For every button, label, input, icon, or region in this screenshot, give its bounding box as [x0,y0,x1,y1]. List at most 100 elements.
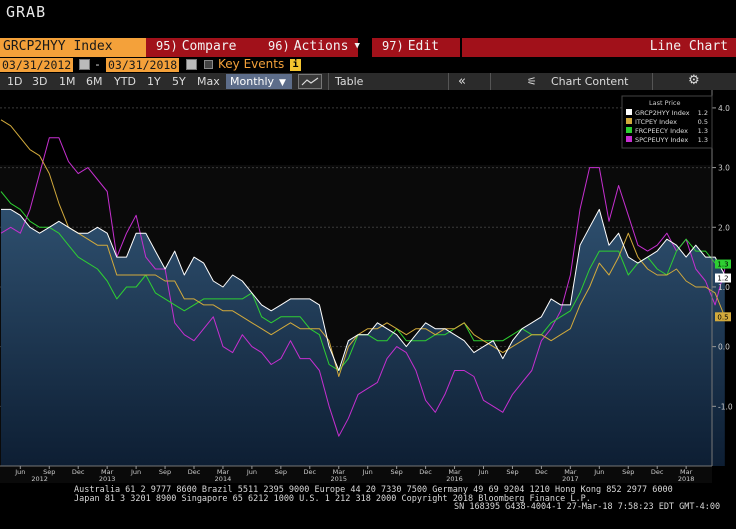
line-chart: 4.0 3.0 2.0 1.0 0.0 -1.0 Jun Sep Dec Mar Jun Sep De… [0,90,733,483]
chart-content-icon: ⚟ [527,75,537,88]
footer-contacts-line2: Japan 81 3 3201 8900 Singapore 65 6212 1… [74,494,591,504]
toolbar-divider [652,73,653,90]
x-year-label: 2014 [215,475,232,483]
x-tick-label: Mar [333,468,346,476]
calendar-icon[interactable] [79,59,90,70]
y-tick-label: 2.0 [718,223,730,232]
legend-series-name: SPCPEUYY Index [635,136,688,144]
line-chart-icon[interactable] [298,74,322,89]
period-5y-button[interactable]: 5Y [172,75,186,88]
app-title: GRAB [6,3,47,21]
chart-type-label[interactable]: Line Chart [462,38,736,57]
window-title-bar: GRAB [0,0,736,38]
command-bar: GRCP2HYY Index 95) Compare 96) Actions ▼ 97… [0,38,736,57]
last-price-badge [715,312,731,322]
chevron-down-icon: ▼ [279,78,286,88]
period-1y-button[interactable]: 1Y [147,75,161,88]
series-line-spcpeuyy [0,137,726,437]
edit-menu[interactable]: 97)Edit▼ [372,38,472,57]
legend-series-name: FRCPEECY Index [635,127,688,135]
y-tick-label: 3.0 [718,164,730,173]
x-tick-label: Sep [622,468,634,476]
x-year-label: 2017 [562,475,579,483]
x-tick-label: Mar [564,468,577,476]
start-date-input[interactable]: 03/31/2012 [0,58,74,72]
double-chevron-left-icon[interactable]: « [458,74,466,89]
x-year-label: 2016 [446,475,463,483]
chart-panel[interactable]: 4.0 3.0 2.0 1.0 0.0 -1.0 Jun Sep Dec Mar Jun Sep De… [0,90,736,483]
x-tick-label: Jun [130,468,141,476]
x-tick-label: Jun [362,468,373,476]
legend-swatch [626,118,632,124]
compare-menu-number: 95) [156,39,178,53]
x-tick-label: Sep [506,468,518,476]
edit-menu-label: Edit [407,39,439,54]
legend-header: Last Price [649,99,680,107]
last-price-badge-label: 1.3 [717,261,728,269]
x-tick-label: Mar [448,468,461,476]
legend-series-last: 1.3 [698,127,708,135]
chart-content-button[interactable]: Chart Content [551,75,629,88]
period-1d-button[interactable]: 1D [7,75,23,88]
last-price-badge-label: 0.5 [717,313,728,321]
compare-menu-label: Compare [181,39,237,54]
legend-series-name: GRCP2HYY Index [635,109,690,117]
x-year-label: 2013 [99,475,116,483]
actions-menu-number: 96) [268,39,290,53]
calendar-icon[interactable] [186,59,197,70]
period-max-button[interactable]: Max [197,75,220,88]
period-1m-button[interactable]: 1M [59,75,76,88]
key-events-checkbox[interactable] [204,60,213,69]
legend-box [621,95,713,149]
toolbar-divider [490,73,491,90]
x-tick-label: Mar [101,468,114,476]
series-line-itcpey [0,119,726,377]
legend-series-last: 1.2 [698,109,708,117]
gear-icon[interactable]: ⚙ [688,73,700,88]
x-tick-label: Sep [159,468,171,476]
x-year-label: 2012 [31,475,48,483]
edit-menu-number: 97) [382,39,404,53]
x-tick-label: Dec [304,468,317,476]
series-area-grcp2hyy [1,209,725,466]
date-separator: - [94,57,101,71]
x-tick-label: Mar [217,468,230,476]
y-tick-label: 4.0 [718,104,730,113]
key-events-label: Key Events [218,57,285,71]
period-6m-button[interactable]: 6M [86,75,103,88]
footer-session-info: SN 168395 G438-4004-1 27-Mar-18 7:58:23 … [454,502,721,512]
table-button[interactable]: Table [335,75,364,88]
info-icon[interactable]: i [290,59,301,71]
x-tick-label: Dec [72,468,85,476]
x-tick-label: Jun [14,468,25,476]
actions-menu[interactable]: 96) Actions ▼ [258,38,360,57]
chart-toolbar: 1D 3D 1M 6M YTD 1Y 5Y Max Monthly ▼ Table… [0,73,736,90]
legend-swatch [626,136,632,142]
frequency-value: Monthly [230,75,275,88]
y-tick-label: -1.0 [718,402,733,411]
ticker-field[interactable]: GRCP2HYY Index [0,38,146,57]
period-ytd-button[interactable]: YTD [114,75,136,88]
y-tick-label: 1.0 [718,283,730,292]
x-tick-label: Jun [593,468,604,476]
end-date-input[interactable]: 03/31/2018 [106,58,180,72]
legend-swatch [626,127,632,133]
toolbar-divider [328,73,329,90]
footer: Australia 61 2 9777 8600 Brazil 5511 239… [0,484,736,529]
last-price-badge-label: 1.2 [717,275,728,283]
period-3d-button[interactable]: 3D [32,75,48,88]
x-tick-label: Mar [680,468,693,476]
legend-series-last: 1.3 [698,136,708,144]
frequency-select[interactable]: Monthly ▼ [226,74,292,89]
x-year-label: 2015 [330,475,347,483]
compare-menu[interactable]: 95) Compare [146,38,258,57]
legend-swatch [626,109,632,115]
legend-series-last: 0.5 [698,118,708,126]
last-price-badge [715,273,731,283]
y-tick-label: 0.0 [718,343,730,352]
footer-contacts-line1: Australia 61 2 9777 8600 Brazil 5511 239… [74,485,673,495]
toolbar-divider [448,73,449,90]
series-line-grcp2hyy [1,208,726,371]
x-tick-label: Dec [651,468,664,476]
x-tick-label: Jun [246,468,257,476]
